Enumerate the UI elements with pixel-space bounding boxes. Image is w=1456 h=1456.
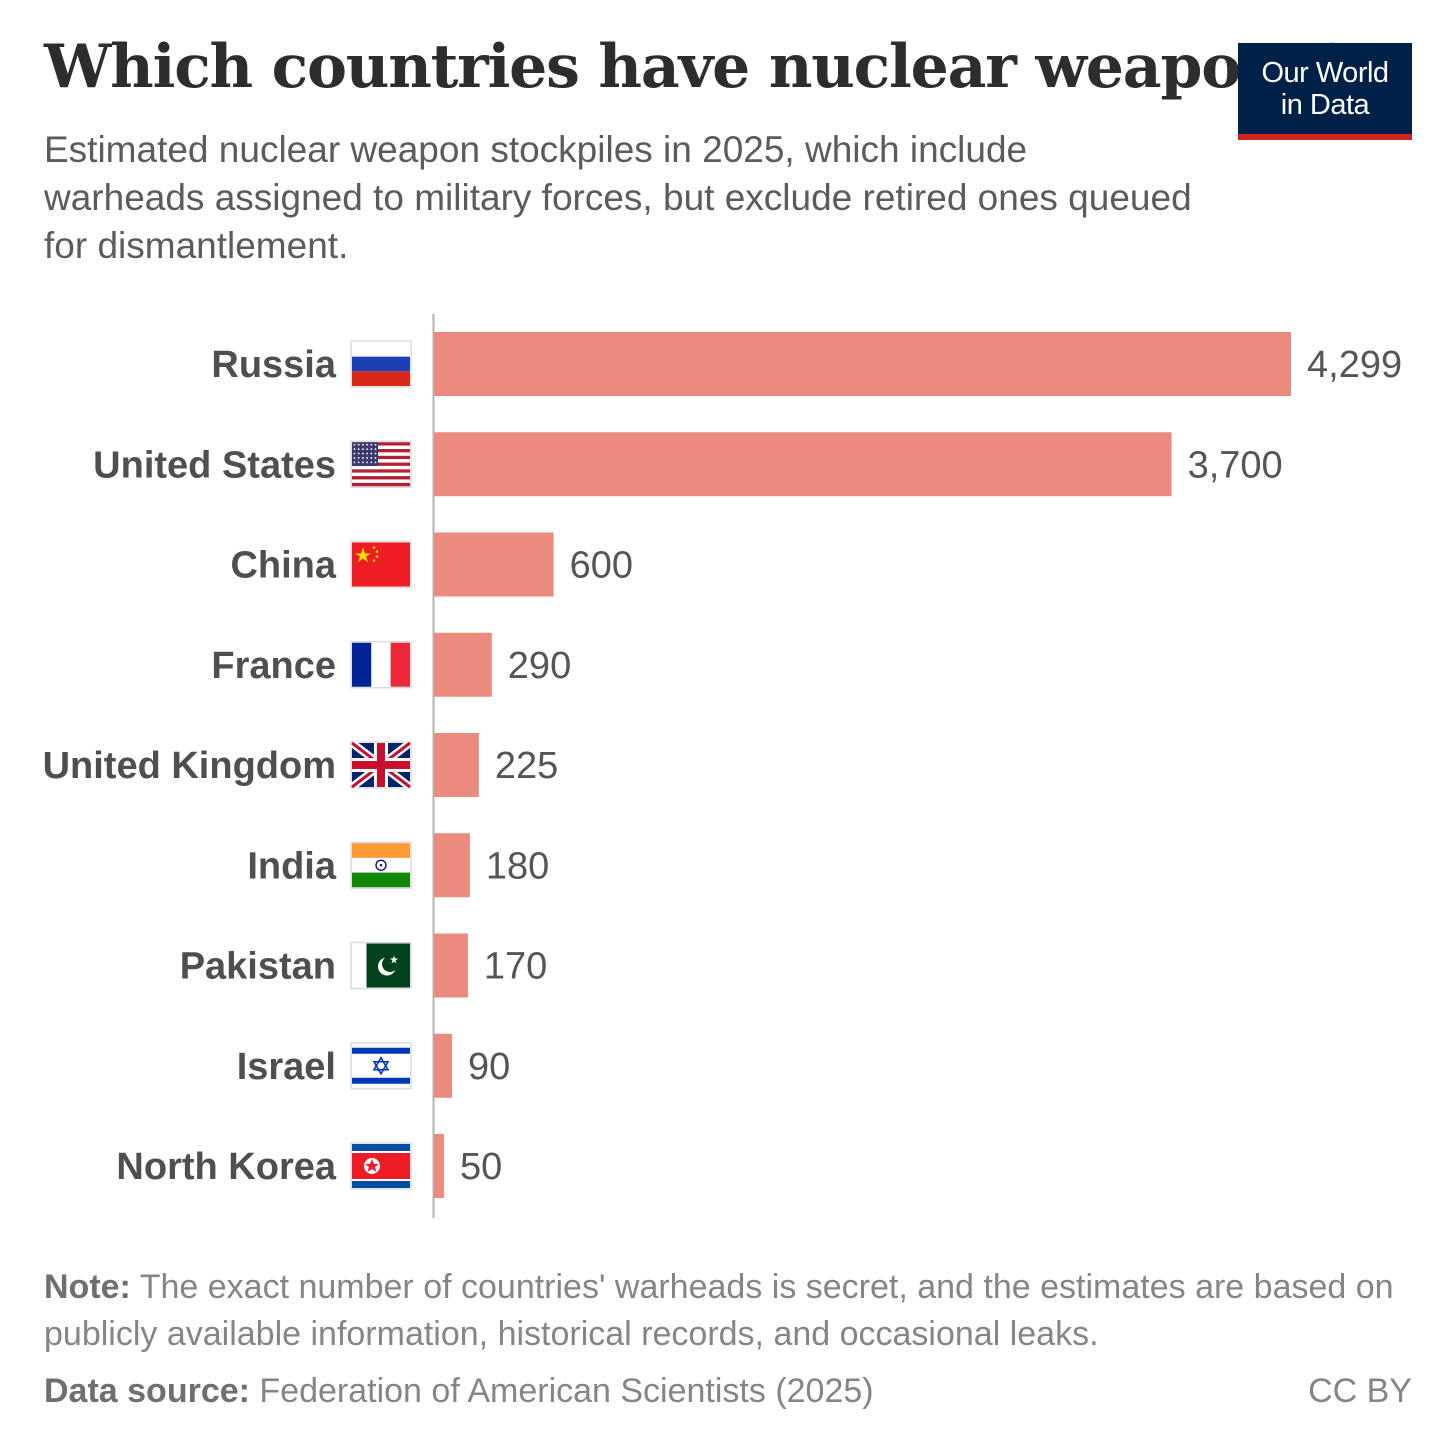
bar [434,833,470,898]
bar-row: Russia 4,299 [211,332,1402,396]
note-label: Note: [44,1268,131,1306]
china-flag [350,540,412,589]
data-source: Data source: Federation of American Scie… [44,1368,874,1415]
bar-row: United States 3,700 [93,432,1283,497]
bar [434,733,479,797]
israel-flag [350,1042,412,1090]
north-korea-flag [350,1142,412,1190]
bar-chart: Russia 4,299 United States 3,700 China 600 Fra… [43,314,1402,1218]
pakistan-flag [350,941,412,990]
bar [434,1033,452,1098]
value-label: 180 [486,845,549,887]
logo-line-2: in Data [1280,88,1370,121]
category-label: France [211,645,336,687]
bar [434,1134,444,1198]
value-label: 3,700 [1188,444,1283,486]
note-text: The exact number of countries' warheads … [44,1268,1394,1353]
bar [434,332,1291,396]
value-label: 90 [468,1046,510,1088]
license-link[interactable]: CC BY [1308,1372,1412,1410]
value-label: 225 [495,745,558,787]
uk-flag [349,739,413,791]
chart-note: Note: The exact number of countries' war… [44,1264,1424,1358]
owid-logo[interactable]: Our World in Data [1238,43,1412,140]
bar [434,632,492,697]
india-flag [350,841,412,889]
source-label: Data source: [44,1372,250,1410]
value-label: 50 [460,1146,502,1188]
value-label: 290 [508,645,571,687]
category-label: China [230,545,336,587]
category-label: United Kingdom [43,745,336,787]
category-label: North Korea [116,1146,336,1188]
bar [434,532,554,597]
bar [434,432,1172,497]
chart-title: Which countries have nuclear weapons? [44,32,1350,102]
category-label: India [247,845,337,887]
value-label: 4,299 [1307,344,1402,386]
logo-line-1: Our World [1261,56,1389,89]
bar-row: United Kingdom 225 [43,733,558,797]
france-flag [350,641,412,689]
bar-row: Pakistan 170 [180,933,547,998]
source-text: Federation of American Scientists (2025) [249,1372,874,1410]
value-label: 600 [570,545,633,587]
category-label: Israel [237,1046,336,1088]
value-label: 170 [484,946,547,988]
category-label: Pakistan [180,946,336,988]
bar [434,933,468,998]
category-label: United States [93,444,336,486]
chart-subtitle: Estimated nuclear weapon stockpiles in 2… [44,129,1192,266]
bar-row: France 290 [211,632,571,697]
usa-flag [350,440,412,488]
bar-row: India 180 [247,833,549,898]
russia-flag [350,340,412,388]
category-label: Russia [211,344,336,386]
bar-row: China 600 [230,532,633,597]
bar-row: Israel 90 [237,1033,510,1098]
bar-row: North Korea 50 [116,1134,502,1198]
